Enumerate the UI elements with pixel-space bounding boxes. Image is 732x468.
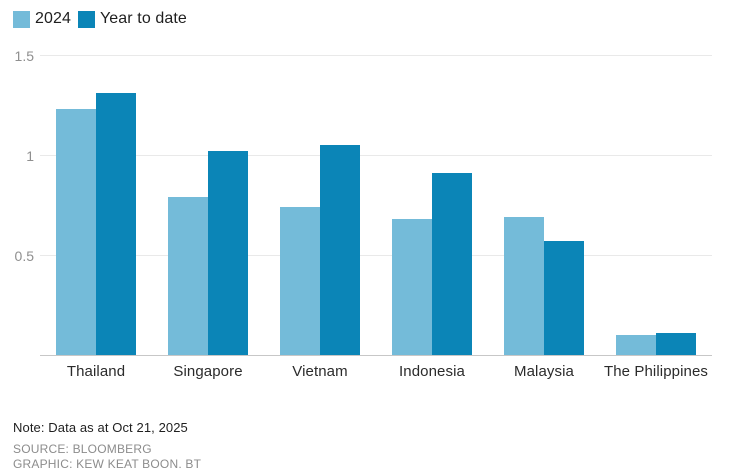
bar-group-indonesia [376,53,488,355]
bar-group-vietnam [264,53,376,355]
gridline-1.5 [40,55,712,56]
bar-the-philippines-2024 [616,335,656,355]
legend-label-2024: 2024 [35,10,71,27]
legend-swatch-year-to-date-icon [78,10,95,28]
footer-notes: Note: Data as at Oct 21, 2025 SOURCE: BL… [13,420,201,468]
note-text: Note: Data as at Oct 21, 2025 [13,420,188,435]
category-label-the-philippines: The Philippines [603,363,709,380]
y-tick-label-1.5: 1.5 [14,48,34,64]
legend-item-2024: 2024 [13,10,71,28]
x-axis-labels: Thailand Singapore Vietnam Indonesia Malaysi… [40,362,712,381]
category-label-vietnam: Vietnam [292,363,348,380]
bar-group-the-philippines [600,53,712,355]
bar-vietnam-year-to-date [320,145,360,355]
bar-indonesia-year-to-date [432,173,472,355]
bar-indonesia-2024 [392,219,432,355]
y-tick-label-0.5: 0.5 [14,248,34,264]
bars-row [40,53,712,355]
graphic-credit: GRAPHIC: KEW KEAT BOON, BT [13,457,202,468]
source-credit: SOURCE: BLOOMBERG [13,442,152,456]
bar-group-singapore [152,53,264,355]
chart-legend: 2024 Year to date [13,10,187,28]
category-label-indonesia: Indonesia [399,363,465,380]
legend-label-year-to-date: Year to date [100,10,187,27]
y-tick-label-1: 1 [26,148,34,164]
bar-thailand-year-to-date [96,93,136,355]
category-label-singapore: Singapore [173,363,243,380]
bar-malaysia-year-to-date [544,241,584,355]
bar-thailand-2024 [56,109,96,355]
bar-singapore-year-to-date [208,151,248,355]
bar-malaysia-2024 [504,217,544,355]
category-label-thailand: Thailand [66,363,126,380]
bar-singapore-2024 [168,197,208,355]
gridline-0.5 [40,255,712,256]
bar-group-malaysia [488,53,600,355]
legend-item-year-to-date: Year to date [78,10,187,28]
bar-the-philippines-year-to-date [656,333,696,355]
plot-area: 0.5 1 1.5 [15,48,712,356]
gridline-1 [40,155,712,156]
bar-vietnam-2024 [280,207,320,355]
x-axis-baseline [40,355,712,356]
category-label-malaysia: Malaysia [514,363,574,380]
bar-group-thailand [40,53,152,355]
legend-swatch-2024-icon [13,10,30,28]
